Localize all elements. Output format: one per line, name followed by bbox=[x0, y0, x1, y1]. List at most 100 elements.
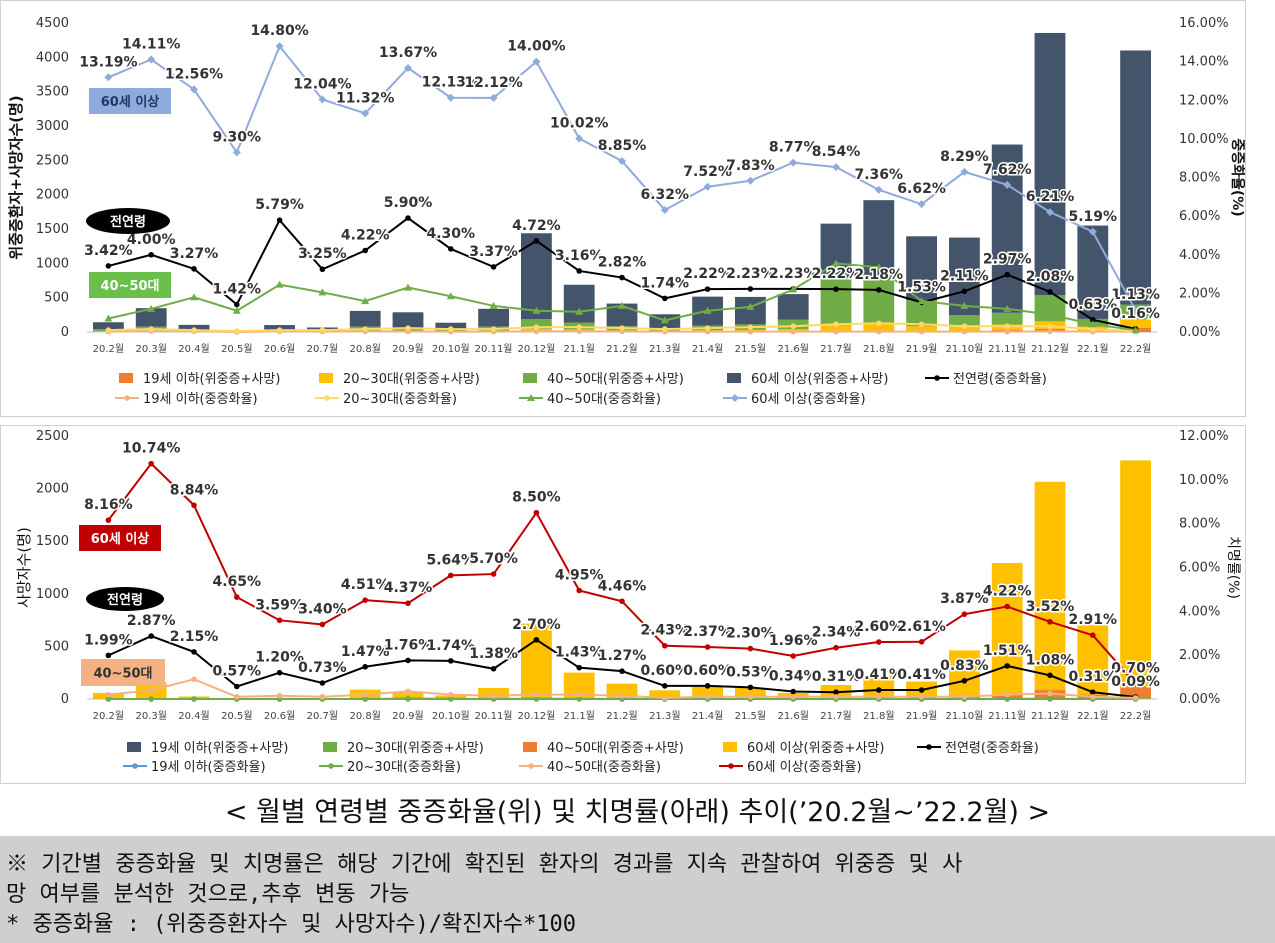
data-label: 11.32% bbox=[336, 90, 394, 106]
series-point bbox=[490, 665, 497, 672]
series-point bbox=[703, 182, 712, 191]
series-point bbox=[747, 328, 754, 335]
y2-axis-title: 치명률(%) bbox=[1225, 536, 1241, 599]
data-label: 14.80% bbox=[250, 23, 308, 39]
series-point bbox=[362, 663, 369, 670]
series-point bbox=[618, 301, 626, 309]
series-point bbox=[232, 306, 241, 314]
series-point bbox=[533, 238, 540, 244]
bar-segment bbox=[92, 322, 124, 330]
series-point bbox=[1003, 180, 1012, 189]
bar-segment bbox=[991, 562, 1023, 695]
x-tick-label: 22.2월 bbox=[1120, 343, 1151, 355]
footnote-line-2: 망 여부를 분석한 것으로,추후 변동 가능 bbox=[6, 882, 410, 907]
series-point bbox=[448, 326, 454, 332]
series-point bbox=[191, 327, 197, 333]
legend-label: 20~30대(중증화율) bbox=[343, 392, 457, 407]
bar-segment bbox=[863, 279, 895, 325]
y2-tick-label: 0.00% bbox=[1179, 692, 1220, 707]
series-point bbox=[876, 687, 882, 693]
bar-segment bbox=[478, 308, 510, 327]
series-tag-label: 전연령 bbox=[110, 214, 146, 230]
data-label: 8.54% bbox=[812, 144, 861, 160]
series-point bbox=[105, 263, 112, 269]
x-tick-label: 20.5월 bbox=[221, 710, 252, 722]
bar-segment bbox=[820, 277, 852, 326]
series-point bbox=[704, 325, 711, 331]
bar-segment bbox=[863, 324, 895, 331]
series-point bbox=[318, 288, 327, 296]
data-label: 5.64% bbox=[427, 552, 476, 568]
y-tick-label: 2000 bbox=[36, 188, 69, 203]
legend-swatch bbox=[723, 742, 737, 752]
series-tag-label: 40~50대 bbox=[100, 279, 159, 294]
bar-segment bbox=[135, 308, 167, 327]
series-point bbox=[1004, 271, 1010, 278]
series-point bbox=[747, 324, 754, 330]
bar-segment bbox=[692, 686, 724, 699]
series-tag-label: 60세 이상 bbox=[91, 531, 150, 547]
y-tick-label: 4500 bbox=[36, 16, 69, 31]
data-label: 1.74% bbox=[427, 638, 476, 654]
x-tick-label: 20.10월 bbox=[432, 343, 470, 355]
x-tick-label: 22.1월 bbox=[1077, 710, 1108, 722]
x-tick-label: 20.10월 bbox=[432, 710, 470, 722]
data-label: 7.36% bbox=[855, 167, 904, 183]
y-tick-label: 0 bbox=[61, 692, 69, 707]
data-label: 8.77% bbox=[769, 140, 818, 156]
x-tick-label: 20.11월 bbox=[475, 710, 513, 722]
series-point bbox=[361, 297, 370, 305]
y-tick-label: 1500 bbox=[36, 534, 69, 549]
data-label: 7.83% bbox=[726, 158, 775, 174]
bar-segment bbox=[520, 319, 552, 329]
y-tick-label: 500 bbox=[44, 291, 69, 306]
data-label: 10.74% bbox=[122, 441, 180, 457]
bar-segment bbox=[991, 312, 1023, 325]
series-point bbox=[1047, 690, 1053, 697]
y2-tick-label: 16.00% bbox=[1179, 16, 1229, 31]
x-tick-label: 21.5월 bbox=[735, 710, 766, 722]
y2-tick-label: 4.00% bbox=[1179, 604, 1220, 619]
series-point bbox=[576, 268, 582, 274]
bar-segment bbox=[820, 325, 852, 331]
series-tag-bg bbox=[79, 525, 161, 551]
bar-segment bbox=[435, 322, 467, 330]
data-label: 2.43% bbox=[641, 623, 690, 639]
data-label: 4.37% bbox=[384, 580, 433, 596]
legend-label: 60세 이상(중증화율) bbox=[751, 392, 866, 407]
series-point bbox=[747, 694, 754, 700]
series-point bbox=[961, 328, 968, 335]
series-point bbox=[362, 691, 369, 698]
series-point bbox=[1131, 306, 1140, 315]
series-point bbox=[960, 301, 969, 309]
series-point bbox=[961, 323, 968, 330]
series-point bbox=[918, 328, 925, 335]
y2-tick-label: 2.00% bbox=[1179, 286, 1220, 301]
data-label: 2.97% bbox=[983, 252, 1032, 268]
data-label: 9.30% bbox=[213, 129, 262, 145]
series-point bbox=[448, 695, 454, 702]
series-point bbox=[1047, 672, 1053, 679]
series-point bbox=[234, 328, 240, 334]
data-label: 8.29% bbox=[940, 149, 989, 165]
series-point bbox=[1047, 619, 1053, 625]
series-point bbox=[662, 695, 668, 701]
data-label: 1.27% bbox=[598, 648, 647, 664]
series-point bbox=[662, 326, 668, 332]
series-point bbox=[789, 285, 798, 293]
legend-label: 20~30대(중증화율) bbox=[347, 760, 461, 775]
series-point bbox=[104, 73, 113, 82]
series-point bbox=[105, 696, 112, 702]
series-point bbox=[1004, 663, 1010, 669]
legend-marker bbox=[926, 744, 932, 750]
series-point bbox=[533, 328, 540, 335]
y2-axis-title: 중증화율(%) bbox=[1229, 138, 1245, 216]
y-tick-label: 3500 bbox=[36, 85, 69, 100]
x-tick-label: 21.3월 bbox=[649, 343, 680, 355]
y-tick-label: 2000 bbox=[36, 482, 69, 497]
series-point bbox=[533, 509, 540, 516]
y-tick-label: 500 bbox=[44, 639, 69, 654]
data-label: 2.11% bbox=[940, 268, 989, 284]
series-point bbox=[446, 93, 455, 102]
series-point bbox=[276, 217, 283, 223]
